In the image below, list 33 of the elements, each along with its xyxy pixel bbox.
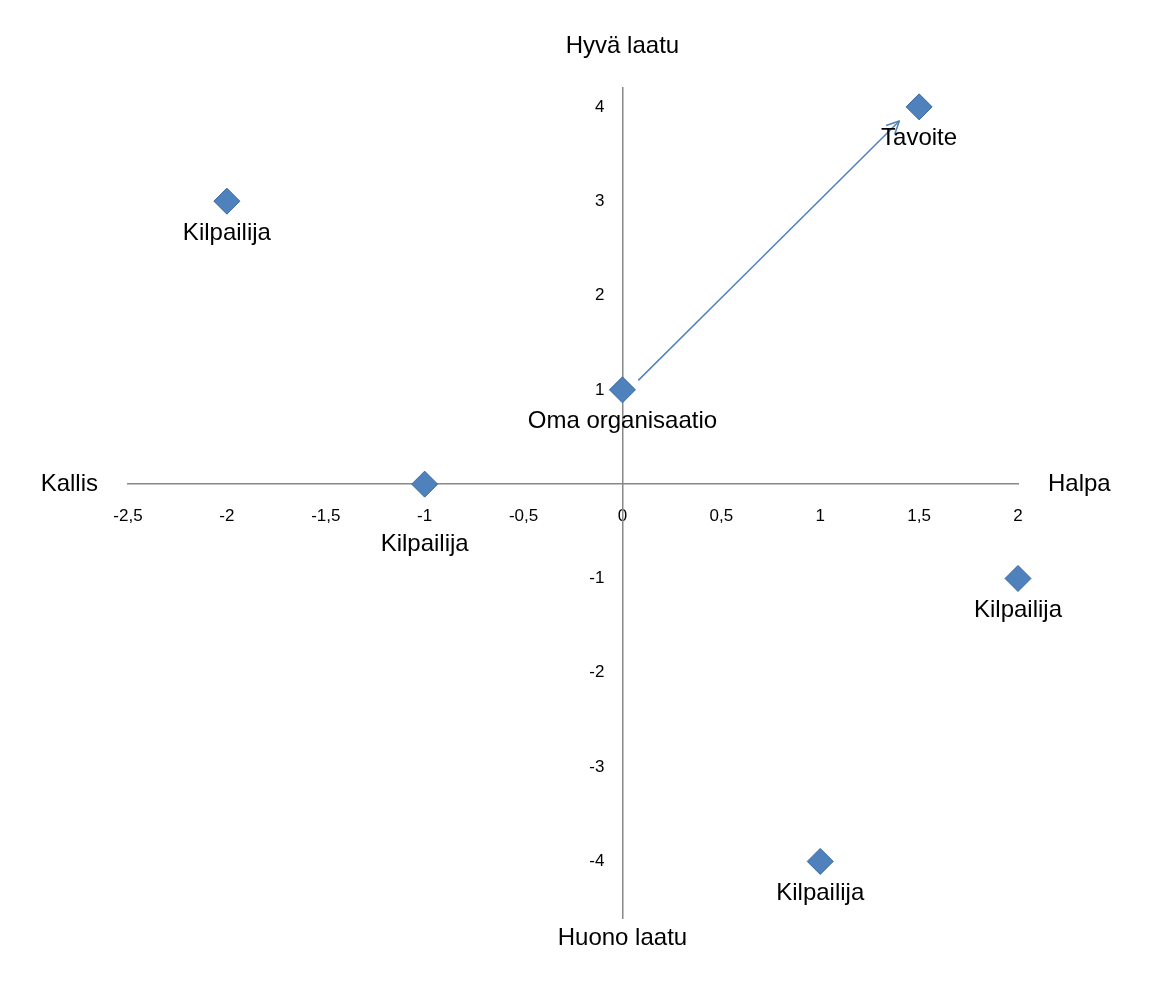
y-tick-label: -4 xyxy=(589,851,605,871)
text: Hyvä laatu xyxy=(565,30,680,58)
y-tick-label: -2 xyxy=(589,662,605,682)
y-tick-label: -1 xyxy=(589,568,605,588)
y-tick-label: 1 xyxy=(594,379,605,399)
point xyxy=(905,93,933,121)
x-tick-label: -2,5 xyxy=(113,506,143,526)
x-tick-label: -1,5 xyxy=(311,506,341,526)
text: Huono laatu xyxy=(557,922,688,950)
annotation: Oma organisaatio xyxy=(527,406,718,434)
annotation: Kilpailija xyxy=(380,528,470,556)
x-tick-label: -2 xyxy=(219,506,235,526)
x-tick-label: 2 xyxy=(1013,506,1023,526)
x-tick-label: -1 xyxy=(417,506,433,526)
annotation: Kilpailija xyxy=(182,217,272,245)
x-tick-label: -0,5 xyxy=(508,506,539,526)
y-tick-label: 3 xyxy=(594,190,605,210)
x-tick-label: 1,5 xyxy=(907,506,931,526)
point xyxy=(213,187,241,215)
x-tick-label: 1 xyxy=(815,506,825,526)
text: Kallis xyxy=(40,468,98,496)
point xyxy=(608,376,636,404)
annotation: Kilpailija xyxy=(973,595,1063,623)
annotation: Kilpailija xyxy=(776,878,865,906)
point xyxy=(411,470,439,498)
y-tick-label: -3 xyxy=(589,756,605,776)
point xyxy=(806,847,834,875)
text: Halpa xyxy=(1048,468,1112,496)
y-tick-label: 4 xyxy=(594,96,605,116)
x-tick-label: 0,5 xyxy=(709,506,734,526)
point xyxy=(1004,564,1032,592)
annotation: Tavoite xyxy=(881,123,958,151)
y-tick-label: 2 xyxy=(594,285,605,305)
